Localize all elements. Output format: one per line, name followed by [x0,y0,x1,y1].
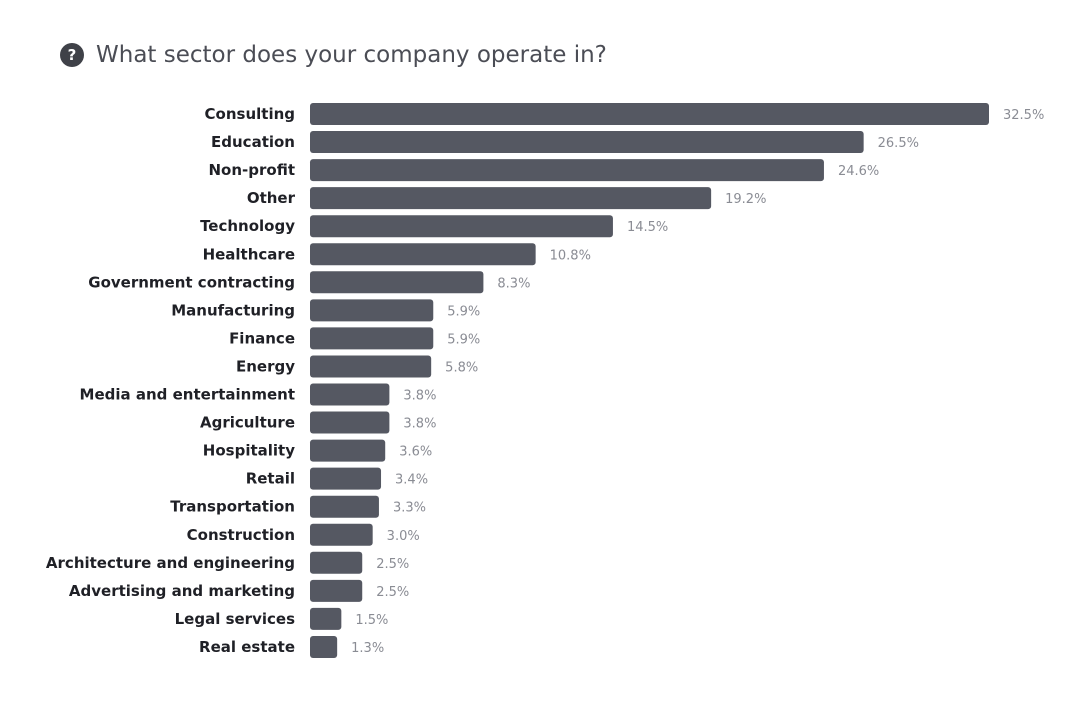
value-label: 24.6% [838,164,879,179]
value-label: 5.9% [447,304,480,319]
bar-row: Transportation 3.3% [170,495,426,518]
bar-row: Media and entertainment 3.8% [80,383,436,406]
value-label: 32.5% [1003,108,1044,123]
bar-row: Architecture and engineering 2.5% [46,551,409,574]
bar-row: Construction 3.0% [187,523,420,546]
bar-row: Government contracting 8.3% [88,271,530,294]
value-label: 3.8% [403,389,436,404]
value-label: 2.5% [376,557,409,572]
bar [310,187,712,210]
value-label: 1.3% [351,641,384,656]
category-label: Manufacturing [171,301,295,319]
category-label: Hospitality [203,442,295,460]
value-label: 14.5% [627,220,668,235]
category-label: Construction [187,526,295,544]
bar-row: Consulting 32.5% [205,103,1044,125]
question-header: ? What sector does your company operate … [60,38,607,72]
bar [310,299,434,322]
value-label: 8.3% [497,276,530,291]
bar [310,607,342,630]
bar-row: Retail 3.4% [246,467,428,490]
bar-row: Real estate 1.3% [199,635,384,658]
category-label: Legal services [175,610,295,628]
category-label: Energy [236,357,295,375]
bar [310,439,386,462]
bar [310,551,363,574]
value-label: 26.5% [878,136,919,151]
value-label: 10.8% [550,248,591,263]
question-title: What sector does your company operate in… [96,42,607,68]
bar [310,159,824,182]
bar-row: Finance 5.9% [229,327,480,350]
bar [310,271,484,294]
category-label: Transportation [170,498,295,516]
value-label: 3.6% [399,445,432,460]
category-label: Non-profit [209,161,296,179]
category-label: Consulting [205,105,295,123]
value-label: 3.8% [403,417,436,432]
category-label: Media and entertainment [80,386,295,404]
bar [310,243,536,266]
value-label: 3.4% [395,473,428,488]
bar-row: Healthcare 10.8% [203,243,591,266]
bar [310,579,363,602]
bar-row: Manufacturing 5.9% [171,299,480,322]
bar [310,327,434,350]
bar [310,103,989,125]
value-label: 5.8% [445,360,478,375]
category-label: Healthcare [203,245,295,263]
bar [310,523,373,546]
category-label: Advertising and marketing [69,582,295,600]
bar-row: Energy 5.8% [236,355,478,378]
value-label: 3.0% [387,529,420,544]
bar [310,411,390,434]
help-circle-icon: ? [60,43,84,67]
category-label: Architecture and engineering [46,554,295,572]
bar-row: Agriculture 3.8% [200,411,436,434]
bar-row: Other 19.2% [247,187,766,210]
bar [310,467,382,490]
bar [310,635,338,658]
category-label: Real estate [199,638,295,656]
bar [310,383,390,406]
category-label: Education [211,133,295,151]
bar [310,131,864,154]
value-label: 1.5% [355,613,388,628]
bar-row: Technology 14.5% [200,215,668,238]
value-label: 2.5% [376,585,409,600]
category-label: Technology [200,217,295,235]
value-label: 5.9% [447,332,480,347]
bar-row: Legal services 1.5% [175,607,388,630]
category-label: Other [247,189,296,207]
category-label: Agriculture [200,414,295,432]
bar-row: Education 26.5% [211,131,919,154]
category-label: Finance [229,329,295,347]
bar [310,355,432,378]
category-label: Government contracting [88,273,295,291]
bar-row: Non-profit 24.6% [209,159,879,182]
bar [310,495,379,518]
value-label: 19.2% [725,192,766,207]
bar-row: Hospitality 3.6% [203,439,432,462]
bar-row: Advertising and marketing 2.5% [69,579,409,602]
category-label: Retail [246,470,295,488]
bar [310,215,613,238]
value-label: 3.3% [393,501,426,516]
